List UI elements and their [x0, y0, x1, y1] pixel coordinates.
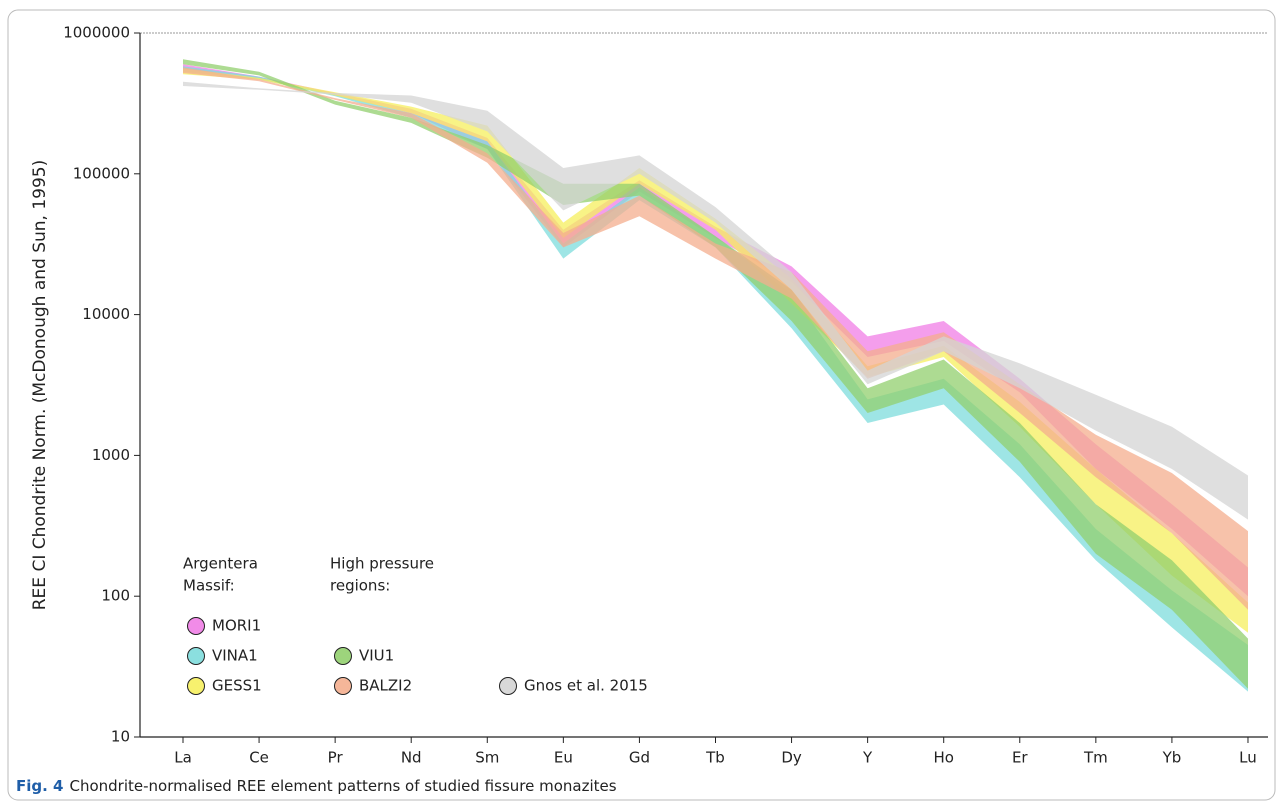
legend-swatch [334, 677, 352, 695]
legend-label: VIU1 [359, 647, 394, 665]
x-tick-label: Yb [1162, 749, 1182, 767]
legend-group-title: Argentera [183, 555, 258, 573]
x-tick-label: Ce [249, 749, 269, 767]
band [183, 66, 1248, 692]
legend-label: BALZI2 [359, 677, 412, 695]
legend-swatch [187, 677, 205, 695]
x-tick-label: Tm [1083, 749, 1108, 767]
legend-label: Gnos et al. 2015 [524, 677, 648, 695]
legend-swatch [187, 617, 205, 635]
y-tick-label: 100 [101, 587, 130, 605]
legend-label: GESS1 [212, 677, 262, 695]
y-tick-label: 10000 [82, 305, 130, 323]
legend-label: MORI1 [212, 617, 261, 635]
y-tick-label: 1000 [92, 446, 130, 464]
y-axis-label: REE CI Chondrite Norm. (McDonough and Su… [30, 160, 50, 611]
x-tick-label: Sm [475, 749, 499, 767]
caption-label: Fig. 4 [16, 777, 63, 795]
x-tick-label: Lu [1239, 749, 1257, 767]
legend-swatch [499, 677, 517, 695]
x-tick-label: La [174, 749, 192, 767]
x-tick-label: Pr [328, 749, 344, 767]
legend-swatch [187, 647, 205, 665]
y-tick-label: 100000 [73, 164, 130, 182]
y-tick-label: 1000000 [63, 24, 130, 42]
x-tick-label: Ho [933, 749, 953, 767]
legend-group-title: High pressure [330, 555, 434, 573]
x-tick-label: Nd [401, 749, 422, 767]
x-tick-label: Eu [554, 749, 573, 767]
x-tick-label: Er [1012, 749, 1028, 767]
legend-label: VINA1 [212, 647, 258, 665]
caption: Fig. 4 Chondrite-normalised REE element p… [16, 777, 617, 795]
legend-swatch [334, 647, 352, 665]
x-tick-label: Y [862, 749, 873, 767]
legend-group-title: regions: [330, 577, 390, 595]
caption-text: Chondrite-normalised REE element pattern… [69, 777, 616, 795]
x-tick-label: Gd [629, 749, 650, 767]
legend-group-title: Massif: [183, 577, 235, 595]
x-tick-label: Dy [781, 749, 802, 767]
figure-frame [7, 9, 1276, 801]
x-tick-label: Tb [705, 749, 725, 767]
y-tick-label: 10 [111, 728, 130, 746]
